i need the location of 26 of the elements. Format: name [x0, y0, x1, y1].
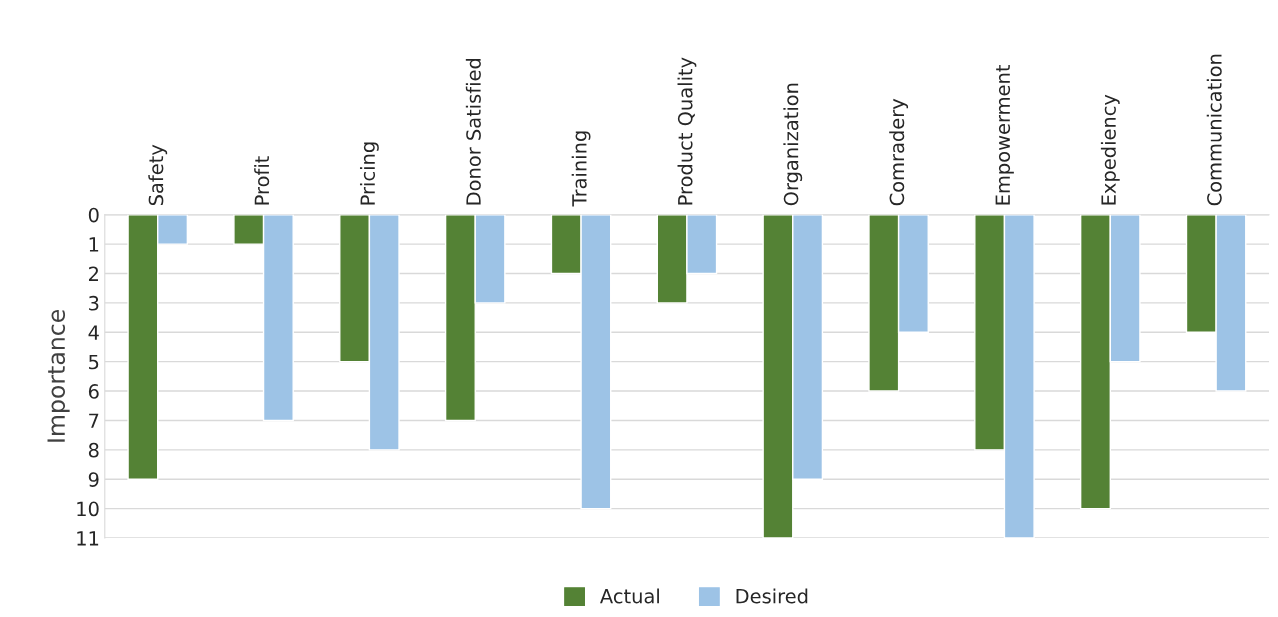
x-tick-label: Comradery — [889, 98, 909, 206]
y-tick-label: 7 — [89, 413, 99, 428]
y-tick-label: 4 — [88, 325, 99, 340]
legend-label: Desired — [736, 588, 808, 604]
y-tick-label: 10 — [77, 501, 99, 517]
legend-label: Actual — [600, 588, 659, 604]
y-tick-label: 5 — [89, 354, 99, 370]
x-tick-label: Expediency — [1100, 94, 1120, 205]
x-tick-label: Pricing — [359, 142, 379, 205]
x-tick-label: Safety — [148, 144, 168, 206]
x-tick-label: Product Quality — [677, 57, 697, 205]
y-tick-label: 0 — [88, 207, 99, 223]
y-tick-label: 11 — [77, 531, 99, 546]
y-tick-label: 8 — [88, 442, 99, 458]
y-tick-label: 6 — [88, 384, 99, 399]
x-tick-label: Training — [571, 131, 591, 207]
x-tick-label: Profit — [254, 156, 270, 205]
y-tick-label: 3 — [89, 295, 99, 311]
x-tick-label: Communication — [1206, 54, 1222, 206]
y-axis-title: Importance — [47, 309, 70, 442]
x-tick-label: Empowerment — [995, 65, 1014, 205]
x-tick-label: Donor Satisfied — [465, 58, 481, 205]
y-tick-label: 2 — [88, 266, 98, 281]
x-tick-label: Organization — [783, 83, 803, 206]
y-tick-label: 1 — [89, 237, 99, 252]
y-tick-label: 9 — [88, 472, 99, 487]
